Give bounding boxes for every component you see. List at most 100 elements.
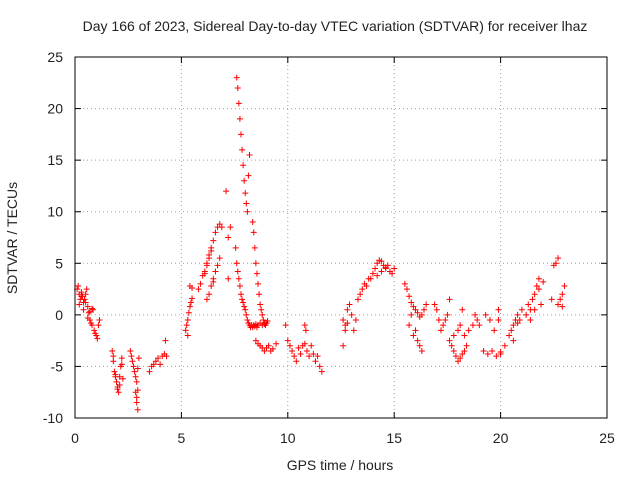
data-point [484, 351, 491, 358]
data-point [265, 342, 272, 349]
data-point [410, 303, 417, 310]
data-point [163, 353, 170, 360]
x-tick-label: 15 [386, 430, 402, 446]
data-point [450, 332, 457, 339]
data-point [119, 375, 126, 382]
data-point [435, 317, 442, 324]
data-point [241, 177, 248, 184]
x-tick-label: 10 [280, 430, 296, 446]
data-point [510, 337, 517, 344]
y-tick-label: -5 [51, 358, 64, 374]
data-point [253, 270, 260, 277]
data-point [438, 327, 445, 334]
data-point [269, 345, 276, 352]
data-point [84, 314, 91, 321]
data-point [258, 306, 265, 313]
axis-ticks [74, 56, 608, 419]
data-point [261, 347, 268, 354]
chart-title: Day 166 of 2023, Sidereal Day-to-day VTE… [83, 18, 588, 34]
data-point [132, 373, 139, 380]
data-point [152, 358, 159, 365]
data-point [208, 282, 215, 289]
data-point [260, 317, 267, 324]
data-point [459, 306, 466, 313]
data-point [344, 320, 351, 327]
data-point [91, 327, 98, 334]
data-point [235, 275, 242, 282]
data-point [410, 332, 417, 339]
data-point [134, 387, 141, 394]
data-point [157, 361, 164, 368]
data-point [273, 340, 280, 347]
data-point [131, 368, 138, 375]
data-point [96, 317, 103, 324]
data-point [223, 188, 230, 195]
data-point [501, 342, 508, 349]
data-point [540, 278, 547, 285]
data-point [109, 347, 116, 354]
data-point [391, 265, 398, 272]
data-point [146, 368, 153, 375]
data-point [359, 286, 366, 293]
tick-labels: 0 5 10 15 20 25 -10 -5 0 5 10 15 20 25 [43, 49, 615, 446]
data-point [116, 373, 123, 380]
data-point [355, 296, 362, 303]
data-point [420, 306, 427, 313]
data-point [308, 342, 315, 349]
data-point [461, 347, 468, 354]
data-point [535, 286, 542, 293]
data-point [233, 74, 240, 81]
data-point [237, 131, 244, 138]
data-point [442, 317, 449, 324]
x-tick-label: 5 [178, 430, 186, 446]
data-point [282, 322, 289, 329]
data-point [110, 353, 117, 360]
x-tick-label: 25 [599, 430, 615, 446]
data-point [81, 296, 88, 303]
data-point [350, 327, 357, 334]
data-point [538, 301, 545, 308]
data-point [236, 115, 243, 122]
data-point [252, 337, 259, 344]
data-point [301, 322, 308, 329]
data-point [114, 386, 121, 393]
data-point [216, 221, 223, 228]
data-point [82, 299, 89, 306]
data-point [240, 162, 247, 169]
data-point [559, 291, 566, 298]
data-point [423, 301, 430, 308]
y-tick-label: 15 [47, 152, 63, 168]
data-point [90, 306, 97, 313]
data-point [225, 234, 232, 241]
data-point [440, 322, 447, 329]
data-point [406, 293, 413, 300]
data-point [416, 342, 423, 349]
data-point [232, 244, 239, 251]
data-point [85, 309, 92, 316]
data-point [455, 327, 462, 334]
data-point [184, 332, 191, 339]
data-point [242, 190, 249, 197]
data-point [78, 293, 85, 300]
data-point [214, 262, 221, 269]
y-tick-label: 25 [47, 49, 63, 65]
data-point [525, 301, 532, 308]
data-point [236, 282, 243, 289]
data-point [249, 219, 256, 226]
data-point [216, 255, 223, 262]
data-point [93, 332, 100, 339]
data-point [116, 381, 123, 388]
data-point [250, 229, 257, 236]
data-point [189, 295, 196, 302]
y-tick-label: 5 [55, 255, 63, 271]
data-point [84, 303, 91, 310]
data-point [378, 258, 385, 265]
data-point [459, 351, 466, 358]
data-point [457, 355, 464, 362]
data-point [252, 260, 259, 267]
y-tick-label: 20 [47, 101, 63, 117]
data-point [489, 347, 496, 354]
y-tick-label: 0 [55, 307, 63, 323]
data-point [408, 299, 415, 306]
data-point [446, 337, 453, 344]
